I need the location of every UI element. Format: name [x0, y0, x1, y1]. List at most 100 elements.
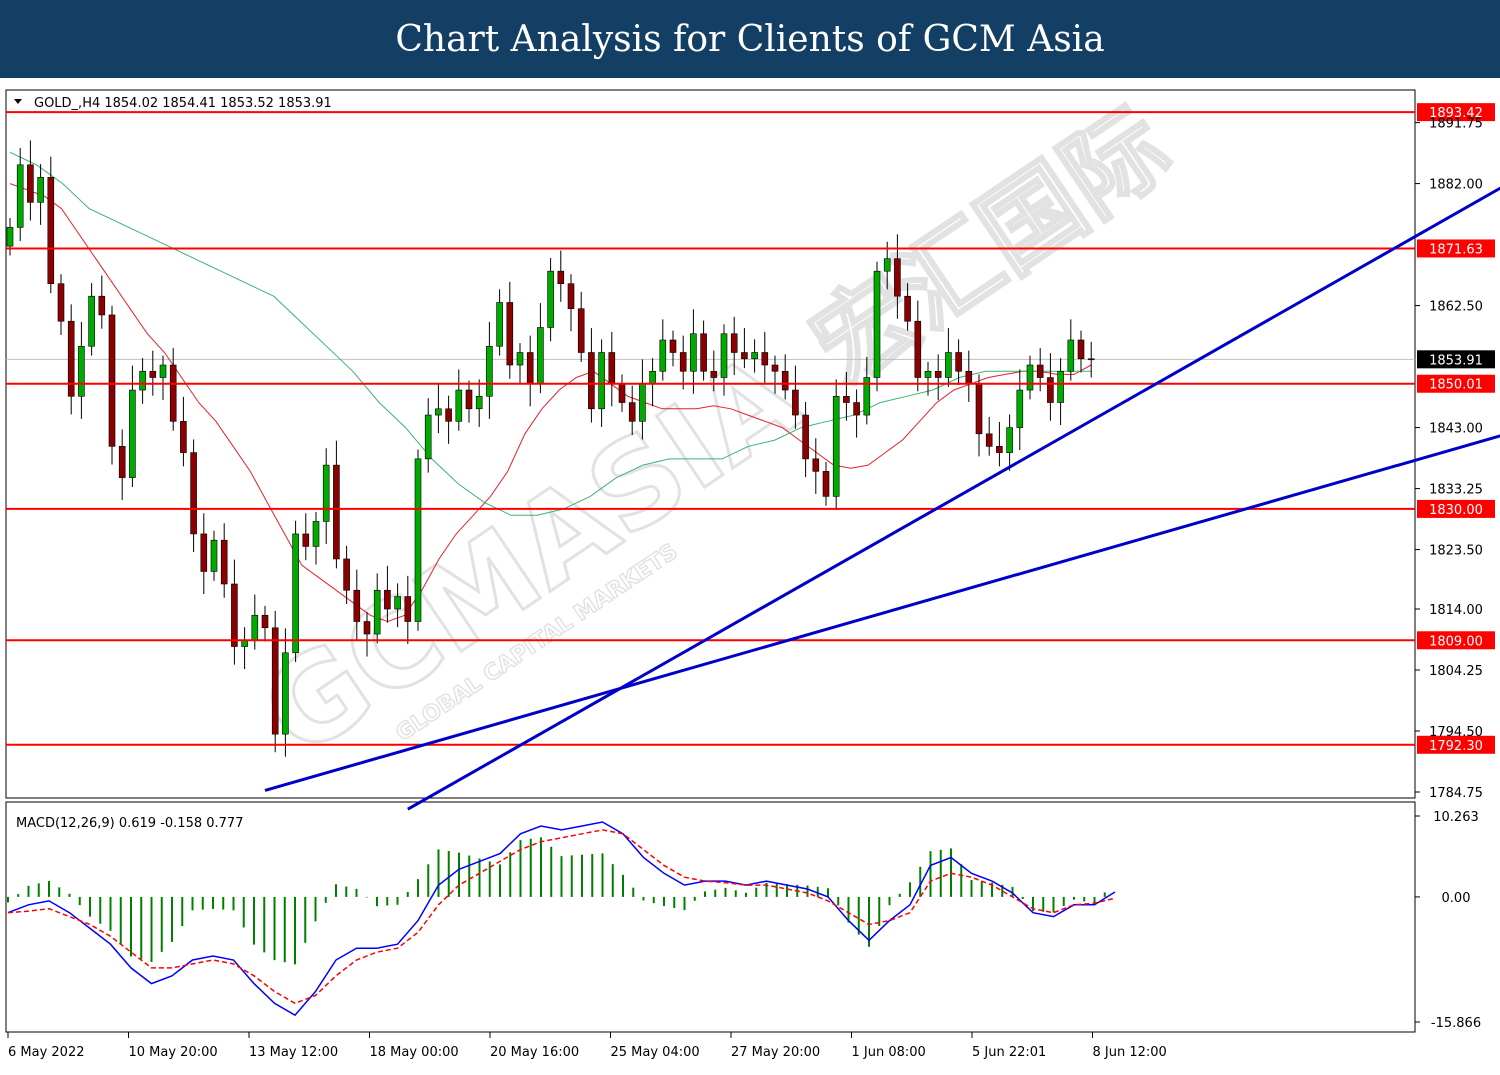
candle-body [955, 352, 962, 372]
banner: Chart Analysis for Clients of GCM Asia [0, 0, 1500, 78]
candle-body [832, 395, 840, 497]
trendline [264, 434, 1500, 792]
candle-body [741, 352, 748, 360]
macd-header: MACD(12,26,9) 0.619 -0.158 0.777 [16, 816, 243, 831]
candle-body [200, 533, 208, 572]
banner-title: Chart Analysis for Clients of GCM Asia [395, 18, 1105, 60]
candle-body [322, 464, 330, 522]
time-tick-label: 6 May 2022 [8, 1045, 85, 1060]
level-tag [1417, 374, 1495, 393]
candle-body [78, 345, 85, 397]
price-tick-label: 1804.25 [1429, 664, 1483, 679]
candle-body [781, 370, 789, 391]
candle-body [251, 614, 259, 641]
candle-body [88, 295, 95, 347]
candle-body [985, 433, 993, 447]
candle-body [812, 458, 820, 472]
candle-body [445, 408, 452, 422]
collapse-triangle-icon[interactable] [14, 99, 22, 104]
candle-body [649, 370, 656, 385]
candle-body [914, 320, 922, 378]
candle-body [506, 302, 514, 366]
level-tag [1417, 239, 1495, 258]
candle-body [282, 652, 289, 735]
candle-body [27, 164, 34, 203]
level-tag [1417, 735, 1495, 754]
time-tick-label: 5 Jun 22:01 [972, 1045, 1046, 1060]
time-tick-label: 18 May 00:00 [370, 1045, 459, 1060]
price-tick-label: 1814.00 [1429, 603, 1483, 618]
candle-body [690, 333, 697, 372]
time-tick-label: 27 May 20:00 [731, 1045, 820, 1060]
candle-body [945, 352, 952, 378]
candle-body [271, 627, 279, 735]
candle-body [659, 339, 667, 372]
ma-fast-line [9, 183, 1092, 623]
level-tag [1417, 499, 1495, 518]
candle-body [751, 352, 758, 360]
level-tag-label: 1893.42 [1429, 106, 1483, 121]
candle-body [6, 227, 14, 247]
level-tag [1417, 103, 1495, 122]
candle-body [516, 352, 524, 366]
candle-body [720, 333, 728, 378]
price-tick-label: 1823.50 [1429, 544, 1483, 559]
candle-body [67, 320, 75, 397]
candle-body [496, 302, 503, 347]
price-tick-label: 1862.50 [1429, 300, 1483, 315]
time-tick-label: 8 Jun 12:00 [1093, 1045, 1167, 1060]
candle-body [924, 370, 932, 378]
candle-body [129, 389, 136, 478]
candle-body [353, 589, 361, 622]
candle-body [1026, 364, 1034, 391]
candle-body [139, 370, 146, 391]
candle-body [210, 539, 218, 572]
candle-body [894, 258, 901, 297]
chart-canvas: GOLD_,H4 1854.02 1854.41 1853.52 1853.91… [5, 85, 1500, 1060]
time-tick-label: 10 May 20:00 [129, 1045, 218, 1060]
candle-body [700, 333, 707, 372]
candle-body [618, 383, 626, 403]
candle-body [343, 558, 350, 591]
candle-body [792, 389, 799, 416]
candle-body [965, 370, 973, 385]
candle-body [730, 333, 738, 353]
candle-body [373, 589, 381, 635]
candle-body [118, 446, 126, 478]
candle-body [108, 314, 116, 447]
candle-body [567, 283, 575, 310]
candle-body [557, 270, 565, 284]
candle-body [455, 389, 463, 422]
price-tick-label: 1833.25 [1429, 483, 1483, 498]
candle-body [220, 539, 228, 585]
candle-body [537, 327, 544, 385]
macd-line [7, 821, 1116, 1017]
time-tick-label: 1 Jun 08:00 [852, 1045, 926, 1060]
level-tag [1417, 631, 1495, 650]
candle-body [312, 521, 320, 547]
macd-tick-label: 0.00 [1442, 891, 1471, 906]
candle-body [934, 370, 942, 378]
macd-panel [5, 801, 1416, 1033]
candle-body [1077, 339, 1085, 360]
candle-body [639, 383, 646, 422]
level-tag-label: 1792.30 [1429, 739, 1483, 754]
candle-body [435, 408, 442, 416]
macd-tick-label: 10.263 [1433, 810, 1479, 825]
current-price-tag [1417, 350, 1495, 369]
candle-body [404, 596, 412, 622]
chart-window: GOLD_,H4 1854.02 1854.41 1853.52 1853.91… [0, 80, 1500, 1071]
candle-body [414, 458, 422, 622]
candle-body [384, 589, 391, 610]
candle-body [47, 177, 55, 284]
level-tag-label: 1809.00 [1429, 634, 1483, 649]
candle-body [526, 352, 534, 385]
price-header: GOLD_,H4 1854.02 1854.41 1853.52 1853.91 [34, 96, 332, 111]
candle-body [292, 533, 299, 654]
price-tick-label: 1843.00 [1429, 422, 1483, 437]
candle-body [1036, 364, 1044, 378]
candle-body [771, 364, 779, 372]
candle-body [465, 389, 473, 410]
candle-body [57, 283, 65, 322]
candle-body [169, 364, 177, 422]
